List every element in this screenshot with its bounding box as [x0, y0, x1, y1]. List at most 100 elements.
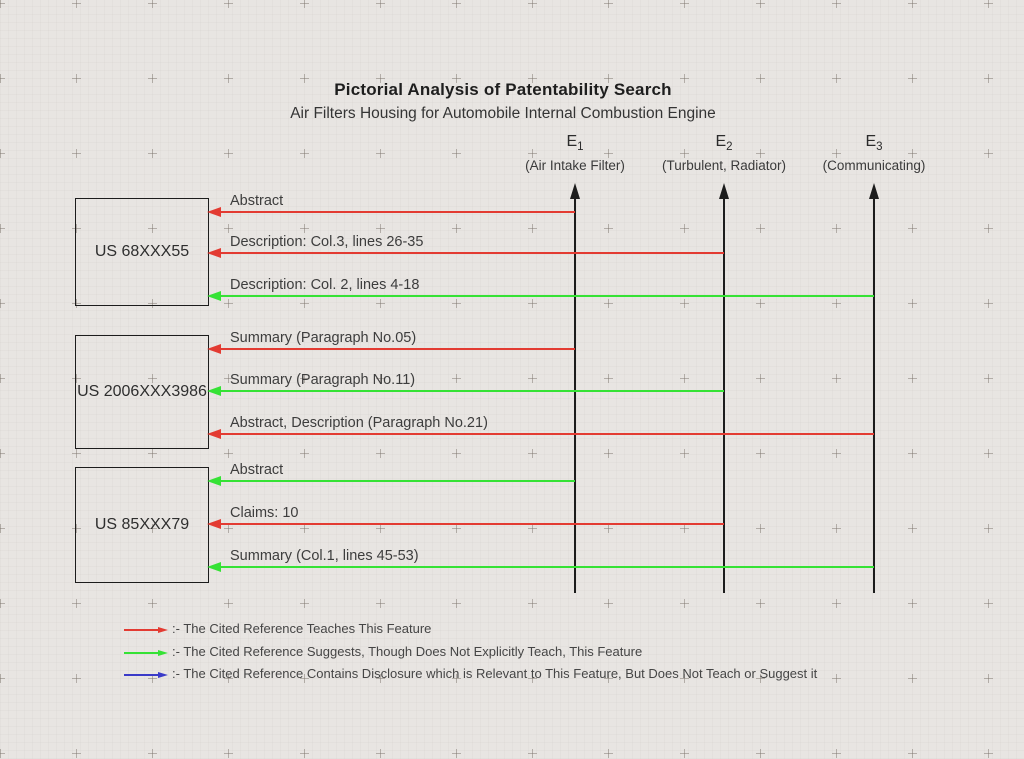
grid-cross [224, 0, 233, 8]
grid-cross [604, 524, 613, 533]
right-arrowhead-icon [158, 671, 168, 678]
grid-cross [0, 599, 5, 608]
grid-cross [452, 524, 461, 533]
citation-arrow-line [216, 211, 575, 213]
grid-cross [908, 749, 917, 758]
grid-cross [148, 0, 157, 8]
citation-arrow-line [216, 433, 874, 435]
grid-cross [604, 0, 613, 8]
grid-cross [72, 0, 81, 8]
grid-cross [300, 299, 309, 308]
grid-cross [756, 749, 765, 758]
grid-cross [300, 224, 309, 233]
right-arrowhead-icon [158, 626, 168, 633]
grid-cross [72, 674, 81, 683]
feature-subscript: 1 [577, 141, 584, 154]
reference-box: US 2006XXX3986 [75, 335, 209, 449]
grid-cross [680, 749, 689, 758]
grid-cross [680, 599, 689, 608]
feature-label-e1: E1 [515, 133, 635, 153]
grid-cross [148, 599, 157, 608]
grid-cross [72, 149, 81, 158]
grid-cross [604, 449, 613, 458]
grid-cross [984, 599, 993, 608]
grid-cross [72, 449, 81, 458]
grid-cross [908, 374, 917, 383]
reference-label: US 85XXX79 [94, 516, 190, 533]
feature-line-e1 [574, 199, 576, 593]
grid-cross [0, 224, 5, 233]
citation-label: Description: Col. 2, lines 4-18 [230, 277, 420, 293]
grid-cross [0, 374, 5, 383]
grid-cross [376, 149, 385, 158]
citation-label: Abstract, Description (Paragraph No.21) [230, 415, 488, 431]
grid-cross [376, 0, 385, 8]
legend-label-relevant: :- The Cited Reference Contains Disclosu… [172, 665, 818, 681]
grid-cross [756, 299, 765, 308]
left-arrowhead-icon [207, 519, 221, 529]
grid-cross [832, 674, 841, 683]
citation-arrow-line [216, 295, 874, 297]
grid-cross [528, 749, 537, 758]
grid-cross [984, 0, 993, 8]
feature-line-e2 [723, 199, 725, 593]
grid-cross [0, 149, 5, 158]
grid-cross [224, 224, 233, 233]
grid-cross [452, 749, 461, 758]
grid-cross [224, 299, 233, 308]
grid-cross [604, 749, 613, 758]
grid-cross [832, 749, 841, 758]
grid-cross [528, 224, 537, 233]
grid-cross [0, 524, 5, 533]
grid-cross [756, 224, 765, 233]
grid-cross [72, 599, 81, 608]
legend-arrow-line-relevant [124, 674, 160, 676]
grid-cross [376, 524, 385, 533]
grid-cross [756, 599, 765, 608]
grid-cross [148, 149, 157, 158]
grid-cross [528, 299, 537, 308]
grid-cross [148, 449, 157, 458]
citation-label: Abstract [230, 462, 284, 478]
grid-cross [148, 749, 157, 758]
left-arrowhead-icon [207, 562, 221, 572]
feature-subscript: 3 [876, 141, 883, 154]
grid-cross [756, 0, 765, 8]
grid-cross [832, 0, 841, 8]
grid-cross [224, 749, 233, 758]
grid-cross [680, 224, 689, 233]
grid-cross [452, 374, 461, 383]
citation-arrow-line [216, 348, 575, 350]
feature-symbol: E [566, 133, 578, 150]
grid-cross [528, 0, 537, 8]
citation-arrow-line [216, 252, 724, 254]
grid-cross [0, 449, 5, 458]
grid-cross [0, 674, 5, 683]
grid-cross [908, 299, 917, 308]
grid-cross [0, 749, 5, 758]
citation-label: Summary (Col.1, lines 45-53) [230, 548, 419, 564]
grid-cross [224, 599, 233, 608]
grid-cross [376, 224, 385, 233]
feature-desc-e2: (Turbulent, Radiator) [661, 158, 787, 173]
grid-cross [452, 299, 461, 308]
grid-cross [832, 449, 841, 458]
grid-cross [832, 374, 841, 383]
grid-cross [224, 449, 233, 458]
legend-arrow-line-teaches [124, 629, 160, 631]
left-arrowhead-icon [207, 386, 221, 396]
citation-label: Summary (Paragraph No.05) [230, 330, 417, 346]
grid-cross [680, 0, 689, 8]
grid-cross [908, 224, 917, 233]
grid-cross [680, 299, 689, 308]
reference-box: US 85XXX79 [75, 467, 209, 583]
grid-cross [984, 299, 993, 308]
diagram-title: Pictorial Analysis of Patentability Sear… [334, 80, 672, 99]
grid-cross [984, 749, 993, 758]
left-arrowhead-icon [207, 476, 221, 486]
up-arrowhead-icon [718, 183, 729, 199]
left-arrowhead-icon [207, 429, 221, 439]
grid-cross [832, 224, 841, 233]
grid-cross [984, 524, 993, 533]
